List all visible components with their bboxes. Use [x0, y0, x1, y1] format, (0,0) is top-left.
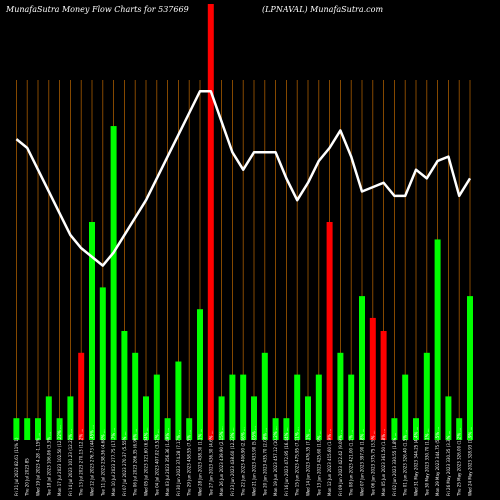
x-tick-label: Thu 25 May 2023 326.00 (1.2% ...	[457, 428, 462, 497]
x-tick-label: Tue 30 May 2023 330.70 (1.1% ...	[424, 428, 429, 497]
bar	[110, 126, 117, 440]
x-tick-label: Thu 13 Jul 2023 270.13 (12.2% ...	[79, 429, 84, 497]
x-tick-label: Tue 11 Jul 2023 238.36 (4.68% ...	[100, 429, 105, 497]
x-tick-label: Tue 18 Jul 2023 106.06 (3.3% ...	[46, 432, 51, 497]
bar	[348, 374, 355, 440]
bar	[121, 331, 128, 440]
bar	[337, 352, 344, 440]
bar	[445, 396, 452, 440]
bar	[251, 396, 257, 440]
bar	[218, 396, 225, 440]
x-tick-label: Fri 23 Jun 2023 438.60 (12.23% ...	[230, 427, 235, 496]
bar	[67, 396, 74, 440]
x-tick-label: Tue 27 Jun 2023 436.30 (4.6% ...	[208, 430, 213, 497]
x-tick-label: Fri 09 Jun 2023 422.42 (9.09% ...	[338, 430, 343, 496]
x-tick-label: Fri 02 Jun 2023 330.55 (1.8% ...	[392, 433, 397, 496]
bar	[78, 352, 85, 440]
bar	[45, 396, 52, 440]
x-tick-label: Mon 03 Jul 2023 356.36 (1.49% ...	[165, 428, 170, 496]
bar	[467, 296, 473, 440]
x-tick-label: Tue 06 Jun 2023 375.75 (3.5% ...	[370, 430, 375, 497]
x-tick-label: Thu 15 Jun 2023 475.95 (7.11% ...	[295, 427, 300, 497]
x-tick-label: Fri 14 Jul 2023 101.23 (12.22% ...	[68, 429, 73, 496]
bar	[164, 418, 171, 440]
x-tick-label: Mon 26 Jun 2023 439.90 (2.15% ...	[219, 426, 224, 496]
bar	[326, 222, 333, 440]
bar	[272, 418, 279, 440]
bar	[402, 374, 409, 440]
x-tick-label: Wed 24 May 2023 328.93 (1.9% ...	[468, 427, 473, 496]
bar	[56, 418, 63, 440]
x-tick-label: Fri 21 Jul 2023 82.61 (11% 1)	[14, 437, 19, 496]
x-tick-label: Tue 04 Jul 2023 407.02 (3.52% ...	[154, 429, 159, 497]
bar	[89, 222, 95, 440]
bar	[143, 396, 149, 440]
x-tick-label: Thu 29 Jun 2023 458.55 (7.5% ...	[187, 430, 192, 497]
x-tick-label: Fri 07 Jul 2023 270.37 (5.55% ...	[122, 431, 127, 496]
x-tick-label: Mon 29 May 2023 344.75 (5.5% ...	[435, 427, 440, 496]
bar	[207, 4, 214, 440]
x-tick-label: Wed 05 Jul 2023 321.60 (6.94% ...	[144, 427, 149, 496]
x-tick-label: Thu 01 Jun 2023 326.40 (1.5% ...	[403, 430, 408, 497]
bar	[153, 374, 160, 440]
bar	[261, 352, 268, 440]
bar	[369, 317, 376, 440]
bar	[305, 396, 311, 440]
x-tick-label: Wed 12 Jul 2023 276.73 (44.45% ...	[90, 425, 95, 496]
bar	[434, 239, 441, 440]
x-tick-label: Tue 20 Jun 2023 435.70 (2.08% ...	[262, 428, 267, 497]
bar	[413, 418, 419, 440]
x-tick-label: Fri 26 May 2023 330.35 (3.3% ...	[446, 431, 451, 496]
bar	[359, 296, 365, 440]
x-tick-label: Wed 28 Jun 2023 438.30 (1.1% ...	[198, 429, 203, 496]
bar	[186, 418, 193, 440]
bar	[197, 309, 203, 440]
x-tick-label: Wed 14 Jun 2023 476.35 (7.1% ...	[306, 429, 311, 496]
x-tick-label: Mon 10 Jul 2023 277.75 (17.7% ...	[111, 428, 116, 496]
x-tick-label: Mon 19 Jun 2023 457.12 (10.2% ...	[273, 426, 278, 496]
bar	[283, 418, 290, 440]
money-flow-line	[15, 89, 472, 267]
bar	[35, 418, 41, 440]
x-tick-label: Tue 13 Jun 2023 425.60 (1.9% ...	[316, 430, 321, 497]
x-tick-label: Mon 12 Jun 2023 415.60 (1.9% ...	[327, 429, 332, 496]
bar	[132, 352, 139, 440]
x-tick-label: Wed 07 Jun 2023 397.90 (1.8% ...	[360, 429, 365, 496]
bar	[315, 374, 322, 440]
x-tick-label: Wed 31 May 2023 344.25 (4.4% ...	[414, 427, 419, 496]
x-tick-label: Thu 06 Jul 2023 266.35 (6.96% ...	[133, 429, 138, 497]
bar	[99, 287, 106, 440]
bar	[423, 352, 430, 440]
x-tick-label: Mon 05 Jun 2023 361.50 (1.8% ...	[381, 429, 386, 496]
x-tick-label: Mon 17 Jul 2023 102.50 (12.22% ...	[57, 425, 62, 496]
bar	[175, 361, 182, 440]
bar	[380, 331, 387, 440]
bar	[229, 374, 236, 440]
bar	[13, 418, 20, 440]
x-tick-label: Thu 22 Jun 2023 406.90 (2.06% ...	[241, 427, 246, 497]
x-tick-label: Thu 20 Jul 2023 85	[25, 458, 30, 497]
chart-title: MunafaSutra Money Flow Charts for 537669	[6, 5, 189, 14]
x-tick-label: Wed 21 Jun 2023 433.90 (5.05% ...	[252, 426, 257, 496]
x-tick-label: Wed 19 Jul 2023 4.28 -1.15% ...	[36, 433, 41, 496]
bar	[240, 374, 247, 440]
x-tick-label: Fri 30 Jun 2023 374.28 (7.17% ...	[176, 430, 181, 496]
x-tick-label: Fri 16 Jun 2023 472.95 (16.44% ...	[284, 427, 289, 496]
x-tick-label: Thu 08 Jun 2023 421.00 (1.1% ...	[349, 430, 354, 497]
bar	[24, 418, 31, 440]
bar	[391, 418, 398, 440]
site-name: (LPNAVAL) MunafaSutra.com	[262, 5, 384, 14]
bar	[294, 374, 301, 440]
bar	[456, 418, 463, 440]
